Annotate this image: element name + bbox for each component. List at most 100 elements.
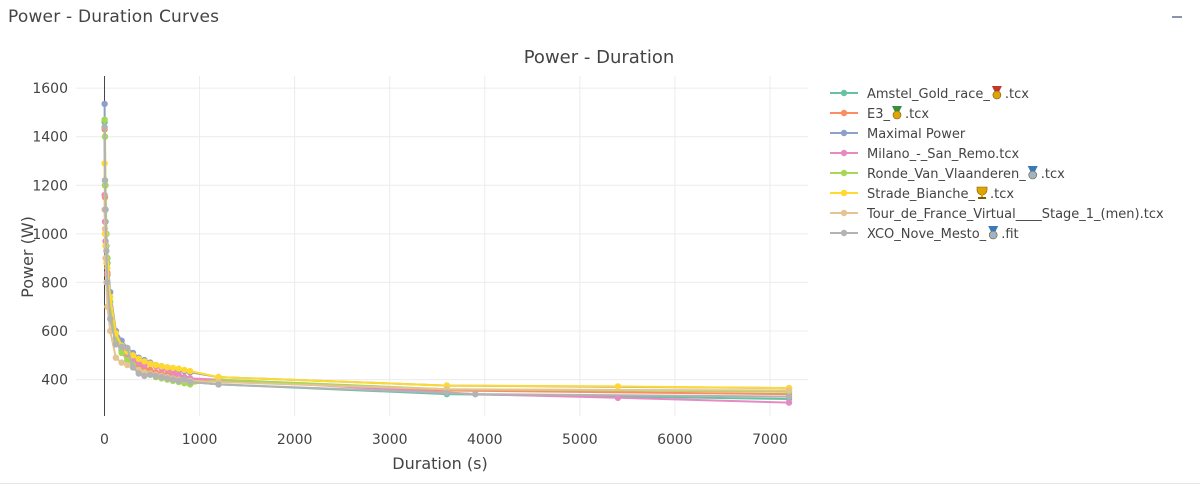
legend-label: Tour_de_France_Virtual____Stage_1_(men).… — [866, 207, 1164, 222]
medal-icon — [976, 186, 988, 199]
legend-label-suffix: .tcx — [905, 107, 929, 122]
data-point[interactable] — [101, 123, 108, 131]
data-point[interactable] — [472, 390, 479, 398]
legend-swatch-marker — [840, 129, 848, 137]
data-point[interactable] — [118, 349, 125, 357]
data-point[interactable] — [181, 366, 188, 374]
data-point[interactable] — [124, 356, 131, 364]
data-point[interactable] — [102, 254, 109, 262]
data-point[interactable] — [175, 377, 182, 384]
data-point[interactable] — [785, 399, 793, 406]
data-point[interactable] — [147, 371, 154, 378]
data-point[interactable] — [104, 279, 111, 286]
series-line — [103, 209, 790, 392]
data-point[interactable] — [124, 344, 131, 352]
data-point[interactable] — [614, 383, 622, 390]
data-point[interactable] — [135, 370, 142, 377]
x-tick-label: 3000 — [372, 432, 408, 448]
legend-item-1[interactable]: E3_ .tcx — [830, 106, 929, 122]
legend-label: Maximal Power — [867, 127, 966, 142]
data-point[interactable] — [135, 355, 142, 363]
data-point[interactable] — [103, 247, 110, 255]
data-point[interactable] — [118, 343, 125, 350]
legend-label: XCO_Nove_Mesto_ — [867, 227, 987, 242]
series-5 — [101, 160, 793, 392]
data-point[interactable] — [152, 372, 160, 380]
x-axis-title: Duration (s) — [392, 454, 487, 473]
x-tick-label: 0 — [100, 432, 109, 448]
data-point[interactable] — [186, 367, 194, 375]
data-point[interactable] — [124, 361, 131, 369]
y-tick-label: 1400 — [32, 130, 68, 146]
data-point[interactable] — [169, 364, 177, 372]
data-point[interactable] — [158, 363, 165, 370]
data-point[interactable] — [169, 376, 177, 383]
data-point[interactable] — [147, 360, 154, 367]
legend-item-6[interactable]: Tour_de_France_Virtual____Stage_1_(men).… — [830, 207, 1164, 222]
data-point[interactable] — [785, 393, 793, 400]
data-point[interactable] — [175, 365, 182, 372]
x-tick-label: 5000 — [562, 432, 598, 448]
data-point[interactable] — [141, 372, 148, 380]
data-point[interactable] — [102, 206, 109, 213]
data-point[interactable] — [443, 389, 450, 397]
data-point[interactable] — [181, 376, 188, 383]
legend-swatch-marker — [840, 89, 848, 97]
data-point[interactable] — [107, 315, 114, 323]
y-tick-label: 600 — [41, 324, 68, 340]
data-point[interactable] — [215, 373, 222, 381]
legend-item-7[interactable]: XCO_Nove_Mesto_ .fit — [830, 226, 1019, 242]
x-tick-label: 4000 — [467, 432, 503, 448]
medal-icon — [988, 226, 999, 240]
legend-swatch-marker — [840, 209, 848, 217]
legend-swatch-marker — [840, 229, 848, 237]
data-point[interactable] — [129, 364, 137, 371]
legend-swatch-marker — [840, 169, 848, 177]
panel-title: Power - Duration Curves — [8, 7, 220, 27]
y-tick-label: 400 — [41, 373, 68, 389]
minus-icon[interactable] — [1170, 4, 1186, 24]
data-point[interactable] — [101, 177, 109, 184]
medal-icon — [892, 106, 902, 120]
data-point[interactable] — [101, 116, 108, 123]
legend-label: Amstel_Gold_race_ — [867, 87, 990, 102]
series-line — [103, 126, 790, 398]
data-point[interactable] — [158, 373, 165, 381]
data-point[interactable] — [141, 358, 148, 365]
legend-item-5[interactable]: Strade_Bianche_ .tcx — [830, 186, 1014, 202]
legend-swatch-marker — [840, 189, 848, 197]
legend-label-suffix: .tcx — [1005, 87, 1029, 102]
legend-item-3[interactable]: Milano_-_San_Remo.tcx — [830, 147, 1019, 162]
data-point[interactable] — [101, 100, 108, 108]
series-line — [103, 194, 790, 404]
x-tick-label: 6000 — [657, 432, 693, 448]
data-point[interactable] — [118, 359, 125, 366]
series-2 — [101, 100, 793, 392]
data-point[interactable] — [112, 354, 120, 361]
data-point[interactable] — [112, 341, 120, 348]
data-point[interactable] — [152, 361, 160, 369]
y-tick-label: 1200 — [32, 178, 68, 194]
y-tick-label: 1000 — [32, 227, 68, 243]
medal-icon — [1027, 166, 1038, 180]
legend-label-suffix: .tcx — [1041, 167, 1065, 182]
x-tick-label: 1000 — [182, 432, 218, 448]
x-tick-label: 2000 — [277, 432, 313, 448]
data-point[interactable] — [164, 375, 171, 382]
data-point[interactable] — [169, 369, 177, 376]
data-point[interactable] — [164, 364, 171, 371]
y-axis-title: Power (W) — [18, 216, 37, 298]
data-point[interactable] — [785, 387, 793, 394]
legend-item-2[interactable]: Maximal Power — [830, 127, 966, 142]
legend-item-4[interactable]: Ronde_Van_Vlaanderen_ .tcx — [830, 166, 1065, 182]
legend-item-0[interactable]: Amstel_Gold_race_ .tcx — [830, 86, 1029, 102]
panel-header: Power - Duration Curves — [0, 0, 1200, 36]
series-line — [103, 122, 790, 400]
data-point[interactable] — [175, 371, 182, 378]
data-point[interactable] — [215, 381, 222, 388]
data-point[interactable] — [129, 352, 137, 359]
legend-label: Milano_-_San_Remo.tcx — [867, 147, 1019, 162]
data-point[interactable] — [186, 378, 194, 386]
medal-icon — [991, 86, 1002, 100]
